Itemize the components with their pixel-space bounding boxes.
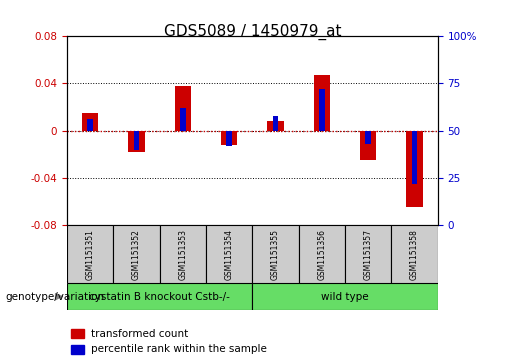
Bar (82, 113, 98, 131)
FancyBboxPatch shape (299, 225, 345, 283)
Text: percentile rank within the sample: percentile rank within the sample (91, 344, 267, 354)
Text: GSM1151352: GSM1151352 (132, 229, 141, 280)
FancyBboxPatch shape (160, 225, 206, 283)
Text: GSM1151355: GSM1151355 (271, 229, 280, 280)
Text: cystatin B knockout Cstb-/-: cystatin B knockout Cstb-/- (89, 292, 230, 302)
Text: GSM1151351: GSM1151351 (85, 229, 95, 280)
Text: GSM1151353: GSM1151353 (178, 229, 187, 280)
Bar (134, 131, 139, 150)
Bar (267, 121, 284, 131)
Bar (314, 75, 330, 131)
Bar (88, 119, 93, 131)
Bar (128, 131, 145, 152)
Text: GSM1151356: GSM1151356 (317, 229, 327, 280)
Bar (71, 345, 83, 354)
Bar (319, 89, 324, 131)
Bar (273, 115, 278, 131)
FancyBboxPatch shape (345, 225, 391, 283)
Bar (406, 131, 423, 207)
Bar (180, 108, 185, 131)
FancyBboxPatch shape (113, 225, 160, 283)
Bar (412, 131, 417, 184)
Bar (360, 131, 376, 160)
Text: GSM1151354: GSM1151354 (225, 229, 234, 280)
Text: GDS5089 / 1450979_at: GDS5089 / 1450979_at (164, 24, 341, 40)
Bar (227, 131, 232, 146)
Text: wild type: wild type (321, 292, 369, 302)
FancyBboxPatch shape (252, 225, 299, 283)
FancyBboxPatch shape (252, 283, 438, 310)
Text: GSM1151357: GSM1151357 (364, 229, 373, 280)
FancyBboxPatch shape (67, 283, 252, 310)
FancyBboxPatch shape (391, 225, 438, 283)
Bar (175, 86, 191, 131)
Bar (366, 131, 371, 144)
Bar (221, 131, 237, 145)
Bar (71, 329, 83, 338)
FancyBboxPatch shape (206, 225, 252, 283)
Text: GSM1151358: GSM1151358 (410, 229, 419, 280)
FancyBboxPatch shape (67, 225, 113, 283)
Text: transformed count: transformed count (91, 329, 188, 339)
Text: genotype/variation: genotype/variation (5, 291, 104, 302)
